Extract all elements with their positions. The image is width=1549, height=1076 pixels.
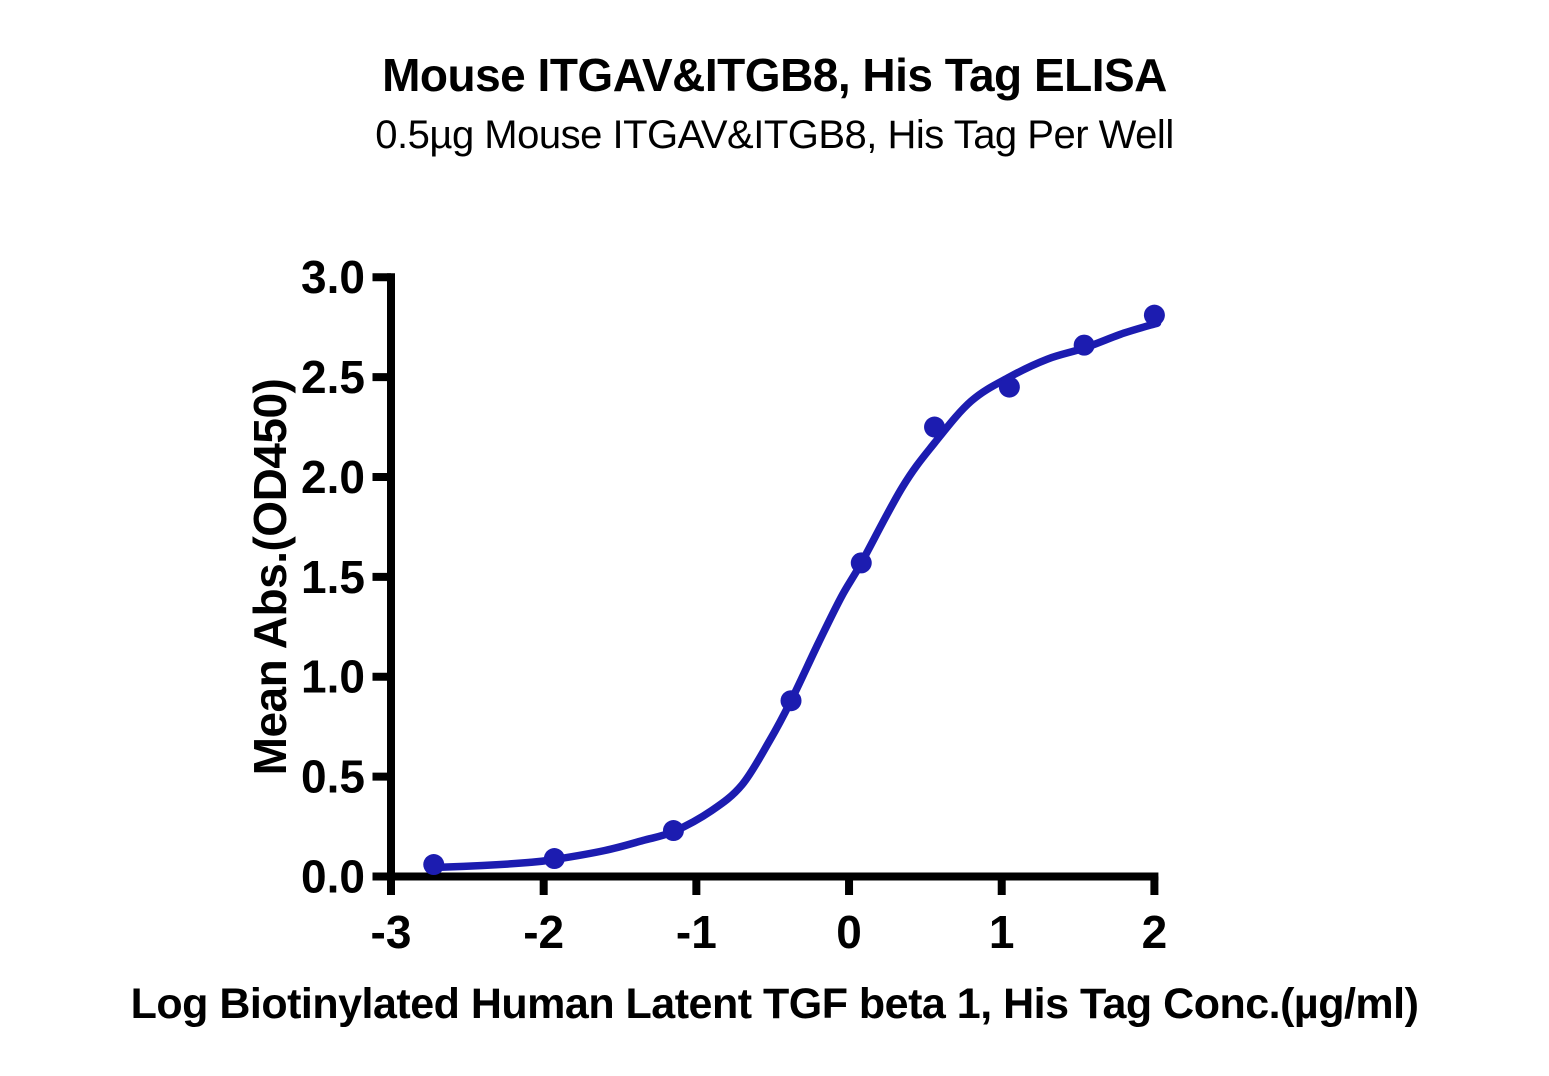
fit-curve [430,319,1162,872]
x-tick-label: 1 [989,906,1015,958]
x-tick-label: 2 [1142,906,1168,958]
chart-subtitle: 0.5µg Mouse ITGAV&ITGB8, His Tag Per Wel… [375,113,1174,157]
y-tick-label: 0.0 [301,851,365,903]
data-point [1143,304,1165,326]
data-point [850,552,872,574]
y-tick-label: 3.0 [301,251,365,303]
y-tick-label: 2.5 [301,351,365,403]
x-axis-label: Log Biotinylated Human Latent TGF beta 1… [130,980,1419,1028]
x-tick-label: -3 [371,906,412,958]
data-point [780,690,802,712]
x-tick-label: 0 [836,906,862,958]
data-point [924,416,946,438]
chart-title: Mouse ITGAV&ITGB8, His Tag ELISA [382,49,1167,101]
data-point [998,376,1020,398]
data-point [543,848,565,870]
y-tick-label: 0.5 [301,751,365,803]
data-point [1073,334,1095,356]
y-axis-label: Mean Abs.(OD450) [244,378,296,776]
y-tick-label: 2.0 [301,451,365,503]
x-tick-label: -1 [676,906,717,958]
data-point [423,854,445,876]
y-tick-label: 1.0 [301,651,365,703]
y-tick-label: 1.5 [301,551,365,603]
data-point [662,820,684,842]
x-tick-label: -2 [523,906,564,958]
